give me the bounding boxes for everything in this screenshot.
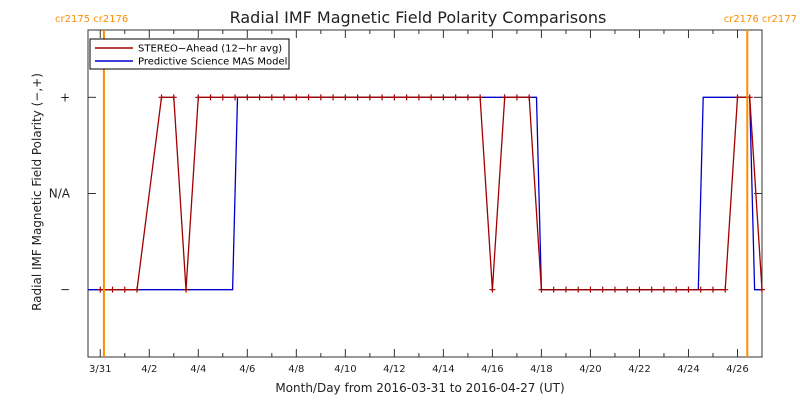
- x-tick-label: 4/18: [530, 364, 552, 375]
- data-point: [121, 286, 128, 293]
- data-point: [599, 286, 606, 293]
- data-point: [489, 286, 496, 293]
- data-point: [513, 94, 520, 101]
- data-point: [526, 94, 533, 101]
- carrington-label: cr2175 cr2176: [55, 14, 128, 25]
- data-point: [256, 94, 263, 101]
- data-point: [207, 94, 214, 101]
- data-point: [636, 286, 643, 293]
- carrington-label: cr2176 cr2177: [724, 14, 797, 25]
- plot-frame: [87, 29, 763, 358]
- x-tick-label: 4/22: [628, 364, 650, 375]
- data-point: [354, 94, 361, 101]
- data-point: [587, 286, 594, 293]
- data-point: [268, 94, 275, 101]
- data-point: [317, 94, 324, 101]
- data-point: [673, 286, 680, 293]
- data-point: [477, 94, 484, 101]
- data-point: [624, 286, 631, 293]
- legend: STEREO−Ahead (12−hr avg) Predictive Scien…: [89, 38, 290, 70]
- x-tick-label: 3/31: [89, 364, 111, 375]
- x-axis-label: Month/Day from 2016-03-31 to 2016-04-27 …: [275, 381, 564, 395]
- legend-entry: Predictive Science MAS Model: [138, 57, 287, 68]
- data-point: [452, 94, 459, 101]
- data-point: [305, 94, 312, 101]
- y-tick-label: +: [60, 90, 70, 104]
- data-point: [232, 94, 239, 101]
- data-point: [575, 286, 582, 293]
- data-point: [391, 94, 398, 101]
- data-point: [158, 94, 165, 101]
- data-point: [562, 286, 569, 293]
- x-tick-label: 4/4: [190, 364, 206, 375]
- x-tick-label: 4/2: [141, 364, 157, 375]
- data-point: [428, 94, 435, 101]
- series-line: [100, 96, 763, 291]
- legend-box: [89, 38, 290, 70]
- data-point: [170, 94, 177, 101]
- data-point: [697, 286, 704, 293]
- data-point: [293, 94, 300, 101]
- data-point: [109, 286, 116, 293]
- data-point: [709, 286, 716, 293]
- data-point: [734, 94, 741, 101]
- x-tick-label: 4/10: [334, 364, 356, 375]
- data-point: [660, 286, 667, 293]
- data-point: [330, 94, 337, 101]
- x-tick-label: 4/8: [288, 364, 304, 375]
- data-point: [379, 94, 386, 101]
- data-point: [281, 94, 288, 101]
- carrington-markers: cr2175 cr2176 cr2176 cr2177: [55, 14, 797, 357]
- data-point: [415, 94, 422, 101]
- plot-series: [88, 94, 765, 293]
- data-point: [685, 286, 692, 293]
- data-point: [342, 94, 349, 101]
- y-tick-label: N/A: [49, 187, 71, 201]
- x-tick-label: 4/24: [677, 364, 699, 375]
- x-tick-label: 4/26: [726, 364, 748, 375]
- data-point: [550, 286, 557, 293]
- x-tick-label: 4/16: [481, 364, 503, 375]
- plot-ticks: 3/31 4/2 4/4 4/6 4/8 4/10 4/12 4/14 4/16 4/18 4/20…: [49, 30, 763, 375]
- x-tick-label: 4/6: [239, 364, 255, 375]
- data-point: [97, 286, 104, 293]
- data-point: [611, 286, 618, 293]
- data-point: [183, 286, 190, 293]
- data-point: [403, 94, 410, 101]
- chart-title: Radial IMF Magnetic Field Polarity Compa…: [230, 8, 607, 27]
- data-point: [366, 94, 373, 101]
- series-line: [88, 96, 762, 291]
- legend-entry: STEREO−Ahead (12−hr avg): [138, 44, 282, 55]
- data-point: [648, 286, 655, 293]
- x-tick-label: 4/20: [579, 364, 601, 375]
- data-point: [134, 286, 141, 293]
- y-tick-label: −: [60, 283, 70, 297]
- x-tick-label: 4/14: [432, 364, 454, 375]
- plot-border: [87, 29, 763, 358]
- data-point: [759, 286, 765, 293]
- data-point: [501, 94, 508, 101]
- data-point: [538, 286, 545, 293]
- data-point: [195, 94, 202, 101]
- data-point: [244, 94, 251, 101]
- data-point: [440, 94, 447, 101]
- data-point: [219, 94, 226, 101]
- x-tick-label: 4/12: [383, 364, 405, 375]
- y-axis-label: Radial IMF Magnetic Field Polarity (−,+): [30, 73, 44, 311]
- data-point: [464, 94, 471, 101]
- data-point: [722, 286, 729, 293]
